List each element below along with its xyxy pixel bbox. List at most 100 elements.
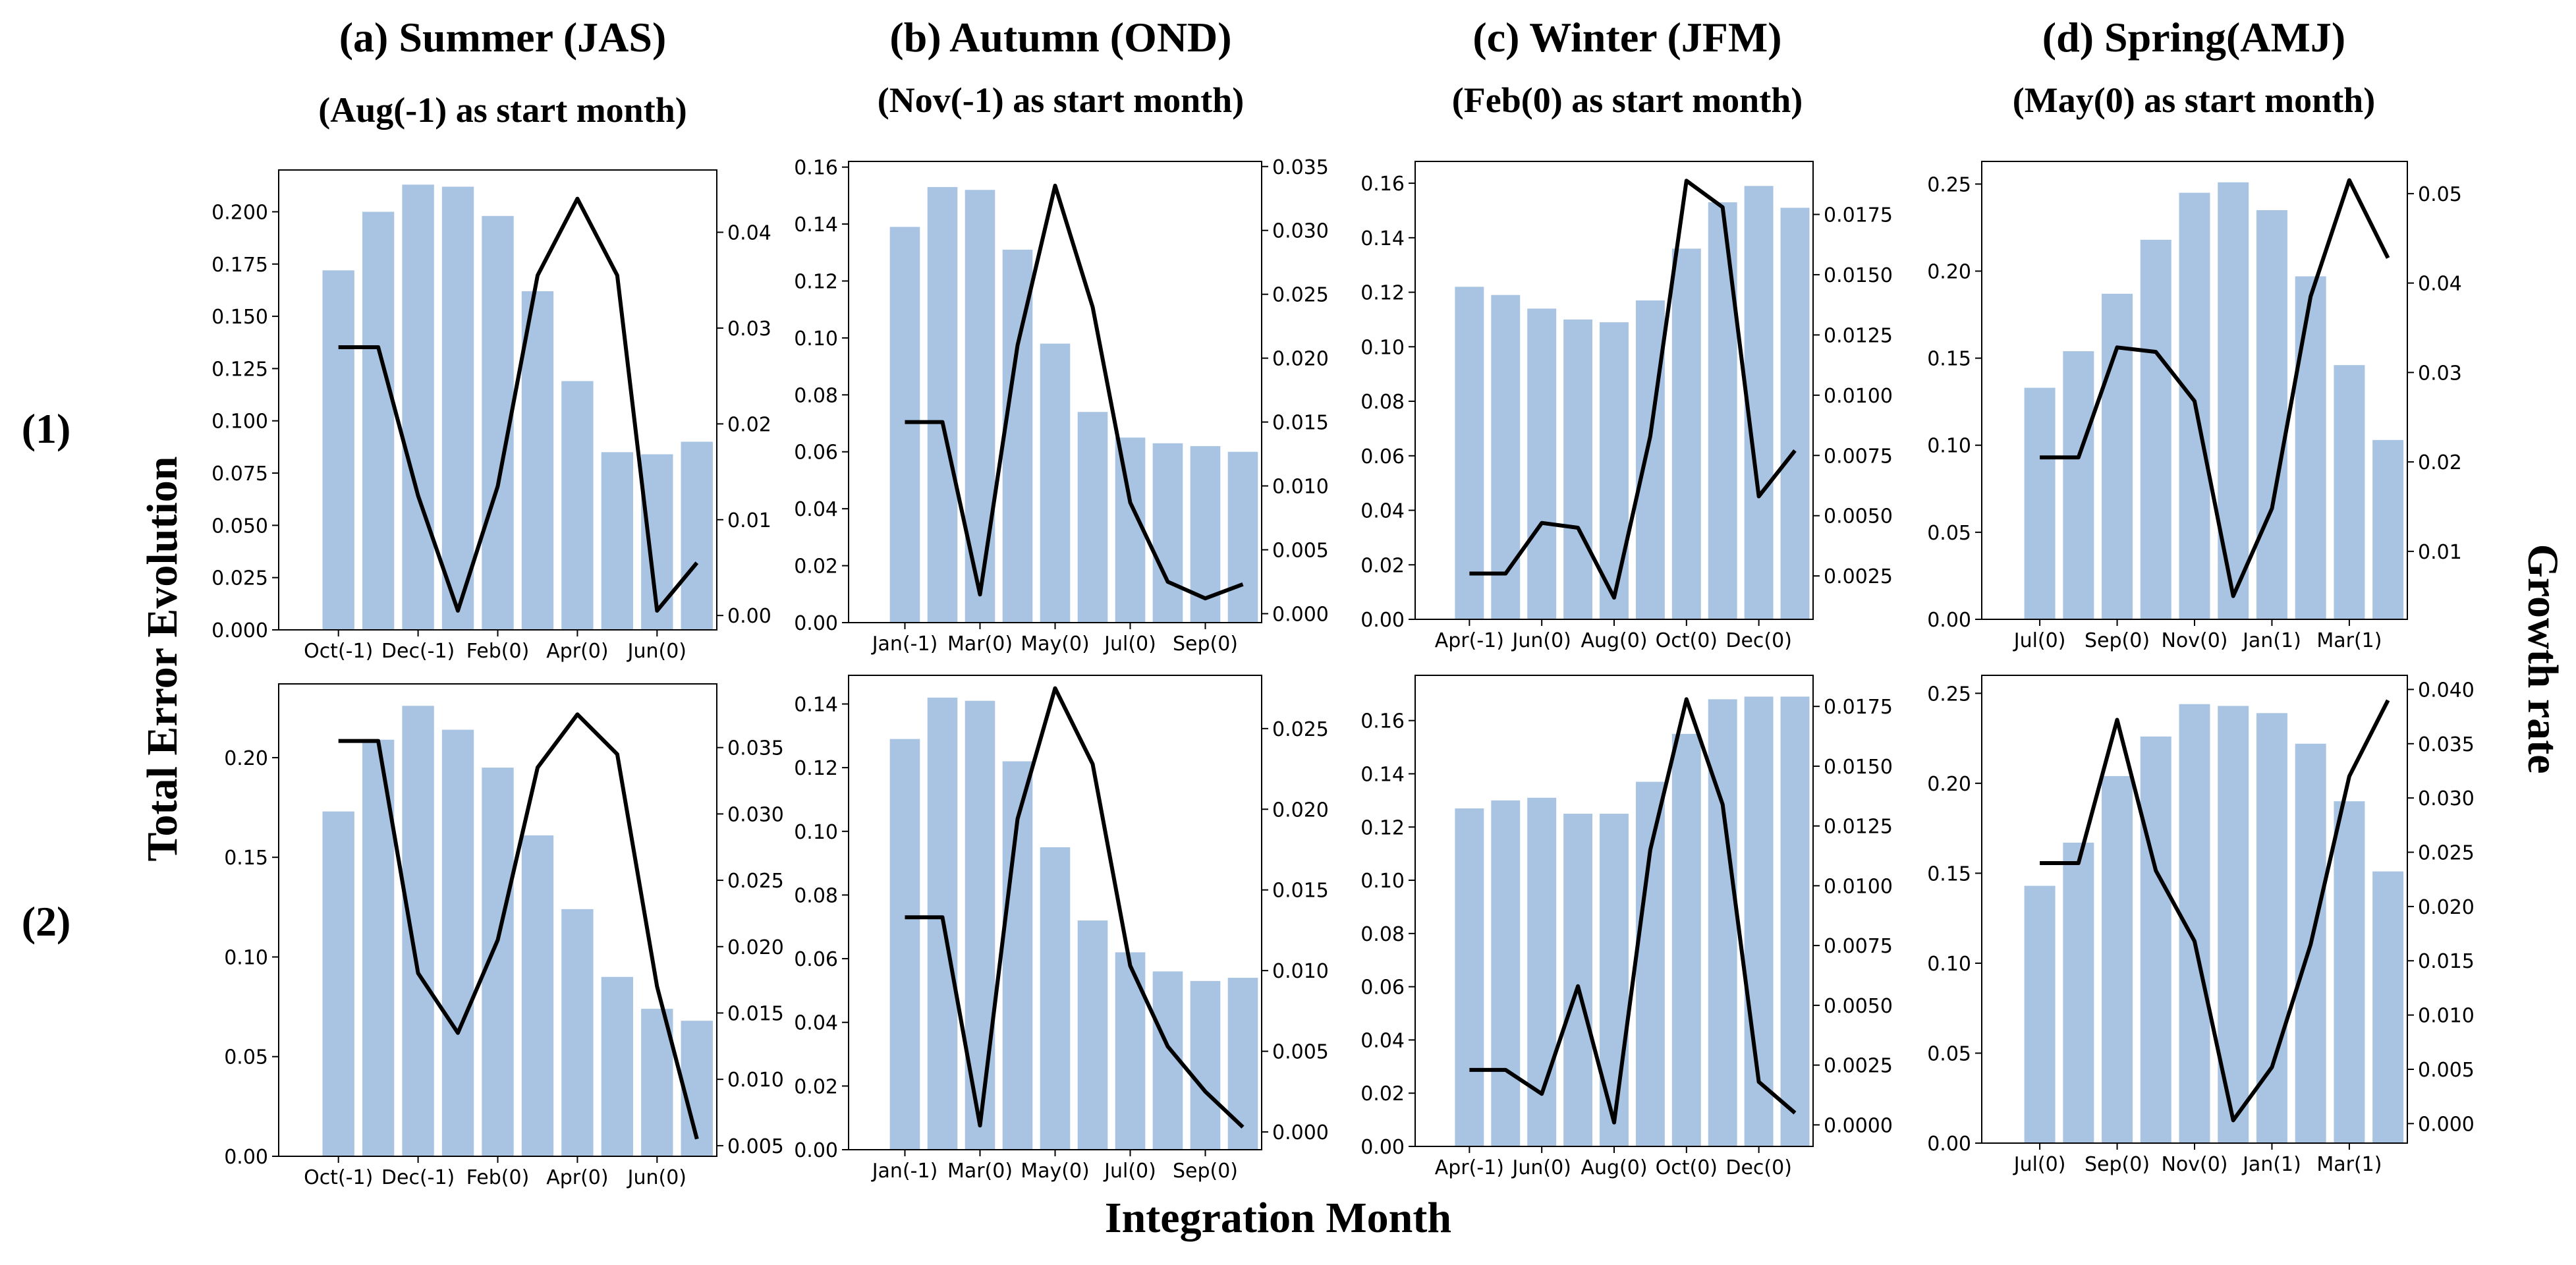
bar bbox=[1115, 437, 1146, 623]
y2-tick-label: 0.025 bbox=[727, 870, 784, 893]
y-tick-label: 0.00 bbox=[794, 1139, 838, 1162]
y-tick-label: 0.00 bbox=[1360, 1136, 1405, 1159]
x-tick-label: Aug(0) bbox=[1581, 629, 1647, 652]
y-tick-label: 0.125 bbox=[211, 358, 268, 381]
x-tick-label: Nov(0) bbox=[2161, 629, 2227, 652]
y-tick-label: 0.14 bbox=[1360, 763, 1405, 786]
bar bbox=[1635, 300, 1665, 619]
y2-tick-label: 0.000 bbox=[2418, 1113, 2475, 1136]
y-tick-label: 0.00 bbox=[1927, 1133, 1971, 1156]
y2-tick-label: 0.02 bbox=[727, 413, 771, 436]
bar bbox=[965, 700, 995, 1150]
x-tick-label: May(0) bbox=[1021, 632, 1090, 656]
bar bbox=[1190, 980, 1221, 1150]
y-tick-label: 0.075 bbox=[211, 463, 268, 486]
y2-tick-label: 0.005 bbox=[2418, 1059, 2475, 1082]
y2-tick-label: 0.0175 bbox=[1824, 204, 1893, 227]
bar bbox=[927, 186, 958, 623]
x-tick-label: Oct(0) bbox=[1656, 1156, 1718, 1179]
panel-2: 0.00 0.02 0.04 0.06 0.08 0.10 0.12 0.14 0.16 0.00… bbox=[794, 156, 1329, 656]
y-tick-label: 0.08 bbox=[794, 384, 838, 407]
column-title-a: (a) Summer (JAS) bbox=[339, 14, 667, 61]
bar bbox=[2024, 387, 2056, 619]
bar bbox=[889, 227, 920, 623]
x-tick-label: Apr(-1) bbox=[1435, 629, 1504, 652]
bar bbox=[1744, 186, 1774, 619]
y-tick-label: 0.10 bbox=[1360, 870, 1405, 893]
y2-tick-label: 0.0125 bbox=[1824, 324, 1893, 347]
y-tick-label: 0.20 bbox=[224, 747, 268, 770]
y2-tick-label: 0.0000 bbox=[1824, 1114, 1893, 1137]
column-subtitle-d: (May(0) as start month) bbox=[2013, 80, 2375, 120]
y-tick-label: 0.20 bbox=[1927, 260, 1971, 283]
bar bbox=[362, 211, 395, 630]
column-title-c: (c) Winter (JFM) bbox=[1472, 14, 1781, 61]
bar bbox=[561, 381, 594, 630]
y2-tick-label: 0.025 bbox=[2418, 842, 2475, 865]
column-subtitle-a: (Aug(-1) as start month) bbox=[318, 90, 686, 130]
bar bbox=[2063, 351, 2094, 619]
x-tick-label: Feb(0) bbox=[466, 640, 530, 663]
panel-3: 0.00 0.02 0.04 0.06 0.08 0.10 0.12 0.14 0.16 0.00… bbox=[1360, 161, 1893, 652]
growth-rate-line bbox=[338, 712, 699, 1140]
y-tick-label: 0.04 bbox=[1360, 500, 1405, 523]
bar bbox=[1708, 699, 1737, 1146]
y-tick-label: 0.02 bbox=[794, 1075, 838, 1098]
x-tick-label: Jan(-1) bbox=[871, 1160, 938, 1183]
y2-tick-label: 0.0075 bbox=[1824, 935, 1893, 958]
bar bbox=[601, 976, 634, 1156]
x-tick-label: Jul(0) bbox=[2013, 629, 2066, 652]
x-tick-label: Oct(0) bbox=[1656, 629, 1718, 652]
y2-tick-label: 0.05 bbox=[2418, 183, 2462, 206]
y2-tick-label: 0.0050 bbox=[1824, 505, 1893, 528]
bar bbox=[2140, 736, 2171, 1143]
bar bbox=[2295, 276, 2326, 619]
y2-tick-label: 0.000 bbox=[1272, 1121, 1329, 1144]
bar bbox=[2063, 842, 2094, 1143]
x-tick-label: Dec(0) bbox=[1725, 629, 1792, 652]
y2-tick-label: 0.030 bbox=[1272, 220, 1329, 243]
panel-5: 0.00 0.05 0.10 0.15 0.20 0.005 0.010 0.015 0.020… bbox=[224, 683, 784, 1189]
y2-tick-label: 0.015 bbox=[1272, 880, 1329, 903]
bar bbox=[889, 739, 920, 1150]
x-tick-label: Jan(1) bbox=[2241, 629, 2301, 652]
x-tick-label: Jul(0) bbox=[1103, 632, 1156, 656]
y2-tick-label: 0.025 bbox=[1272, 284, 1329, 307]
bar bbox=[1077, 412, 1108, 623]
bar bbox=[1455, 287, 1484, 619]
y2-tick-label: 0.015 bbox=[2418, 950, 2475, 973]
y2-tick-label: 0.03 bbox=[727, 318, 771, 341]
column-subtitle-c: (Feb(0) as start month) bbox=[1452, 80, 1803, 120]
y2-tick-label: 0.010 bbox=[1272, 476, 1329, 499]
growth-rate-line bbox=[2040, 178, 2390, 598]
y2-tick-label: 0.0100 bbox=[1824, 875, 1893, 898]
y-tick-label: 0.06 bbox=[794, 441, 838, 464]
bar bbox=[1040, 847, 1071, 1150]
y-tick-label: 0.050 bbox=[211, 515, 268, 538]
panel-6: 0.00 0.02 0.04 0.06 0.08 0.10 0.12 0.14 0.000 0.0… bbox=[794, 675, 1329, 1183]
y-tick-label: 0.15 bbox=[224, 847, 268, 870]
bar bbox=[1671, 733, 1701, 1146]
bar bbox=[1227, 451, 1258, 623]
y-tick-label: 0.05 bbox=[224, 1046, 268, 1069]
bar bbox=[1152, 443, 1183, 623]
bar bbox=[322, 811, 354, 1156]
y2-tick-label: 0.020 bbox=[727, 936, 784, 959]
growth-rate-line bbox=[1469, 179, 1797, 600]
y-tick-label: 0.00 bbox=[1360, 609, 1405, 632]
y2-tick-label: 0.040 bbox=[2418, 679, 2475, 702]
y-tick-label: 0.10 bbox=[794, 327, 838, 351]
bar bbox=[1491, 295, 1521, 619]
y-tick-label: 0.16 bbox=[794, 157, 838, 180]
y-tick-label: 0.08 bbox=[1360, 923, 1405, 946]
bar bbox=[402, 184, 434, 630]
bar bbox=[1600, 814, 1629, 1146]
y2-tick-label: 0.0075 bbox=[1824, 445, 1893, 468]
bar bbox=[1040, 343, 1071, 623]
y-tick-label: 0.04 bbox=[794, 1012, 838, 1035]
y-tick-label: 0.10 bbox=[1927, 435, 1971, 458]
y2-tick-label: 0.010 bbox=[2418, 1005, 2475, 1028]
row-label-2: (2) bbox=[22, 898, 71, 945]
x-tick-label: Jul(0) bbox=[1103, 1160, 1156, 1183]
x-tick-label: Mar(1) bbox=[2316, 629, 2382, 652]
